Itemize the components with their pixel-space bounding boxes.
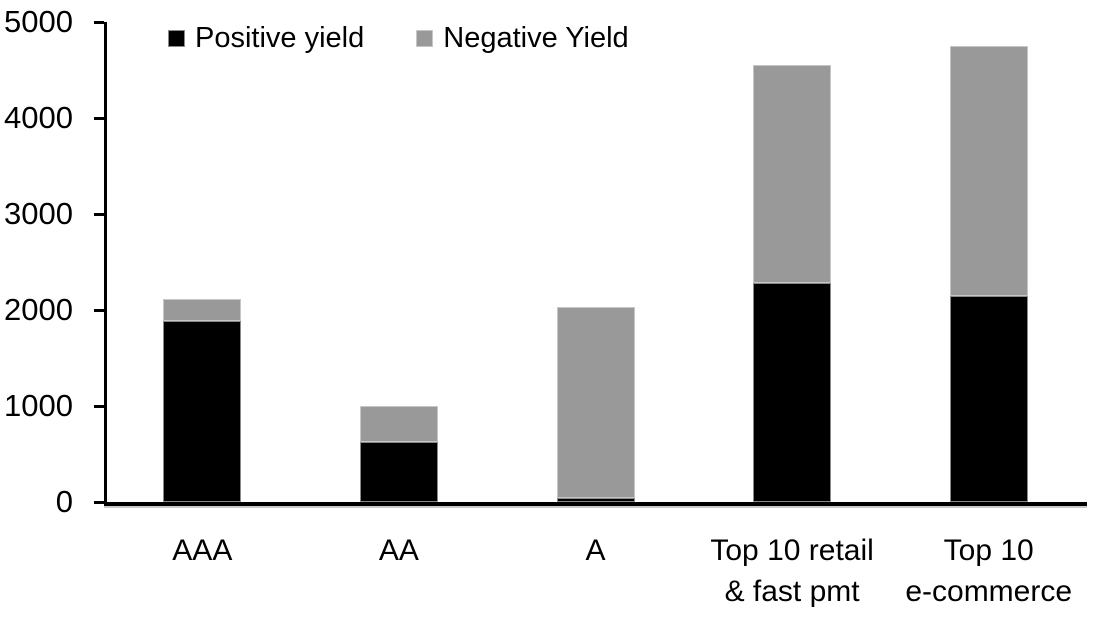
bar-segment-positive-yield-a [556,498,635,502]
bar-segment-negative-yield-a [556,307,635,499]
legend-item-negative-yield: Negative Yield [416,22,629,54]
y-tick-1000 [94,405,104,408]
y-tick-label-0: 0 [55,484,73,519]
bar-segment-negative-yield-top-10-e-commerce [949,46,1028,296]
legend: Positive yield Negative Yield [168,24,629,53]
bar-segment-negative-yield-aa [359,406,438,443]
y-tick-label-1000: 1000 [4,388,73,423]
legend-label-negative-yield: Negative Yield [443,22,629,54]
y-axis-line [104,22,107,506]
y-tick-2000 [94,309,104,312]
plot-area: 0 1000 2000 3000 4000 5000 AAA AA A Top 10 retail… [4,5,1087,608]
bar-segment-negative-yield-aaa [163,299,242,321]
bar-segment-positive-yield-aaa [163,320,242,502]
y-tick-label-3000: 3000 [4,196,73,231]
y-tick-label-2000: 2000 [4,292,73,327]
y-tick-label-4000: 4000 [4,100,73,135]
y-tick-5000 [94,21,104,24]
bar-segment-positive-yield-top-10-retail-fast-pmt [753,283,832,502]
y-tick-label-5000: 5000 [4,4,73,39]
x-axis-label-a: A [585,534,606,567]
x-axis-label-aa: AA [378,534,419,567]
x-axis-label-aaa: AAA [172,534,233,567]
negative-yield-swatch [416,30,434,47]
x-axis-shadow [104,506,1087,508]
bar-segment-negative-yield-top-10-retail-fast-pmt [753,65,832,284]
y-tick-3000 [94,213,104,216]
x-axis-label-top-10-e-commerce: Top 10 e-commerce [905,534,1073,608]
legend-item-positive-yield: Positive yield [168,24,364,53]
legend-label-positive-yield: Positive yield [195,22,365,54]
bar-segment-positive-yield-aa [359,442,438,502]
x-axis-line [104,502,1087,506]
bar-segment-positive-yield-top-10-e-commerce [949,295,1028,502]
y-tick-0 [94,501,104,504]
x-axis-label-top-10-retail-fast-pmt: Top 10 retail & fast pmt [710,534,874,608]
positive-yield-swatch [168,30,185,47]
y-tick-4000 [94,117,104,120]
